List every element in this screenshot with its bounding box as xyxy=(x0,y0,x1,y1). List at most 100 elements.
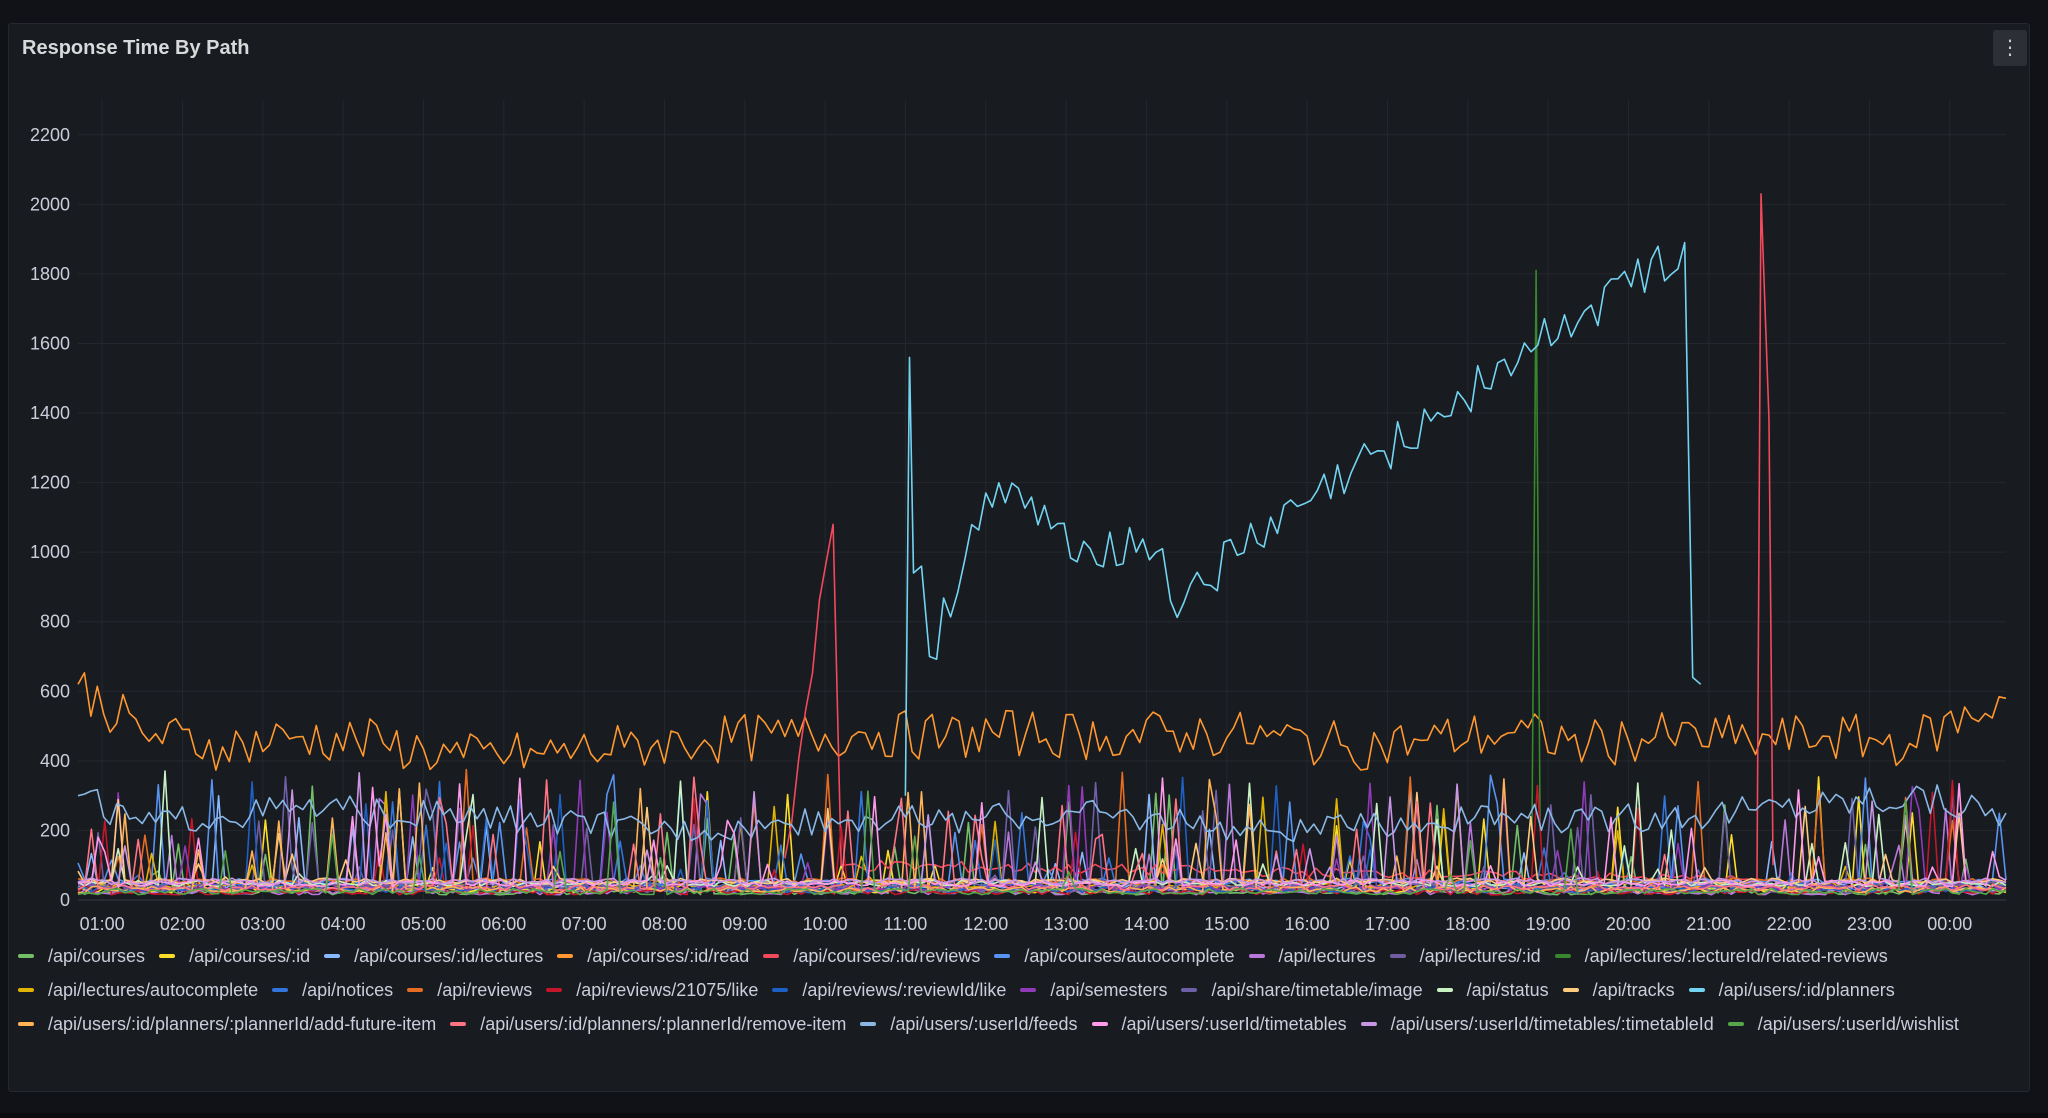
y-tick-label: 600 xyxy=(40,681,70,701)
legend-label: /api/courses/:id/reviews xyxy=(793,945,981,966)
legend-swatch xyxy=(1727,1022,1744,1026)
legend-label: /api/lectures/:id xyxy=(1419,945,1541,966)
series-line xyxy=(77,778,2007,894)
legend-item[interactable]: /api/tracks xyxy=(1562,976,1675,1004)
legend-swatch xyxy=(860,1022,877,1026)
legend-label: /api/tracks xyxy=(1592,979,1675,1000)
legend-label: /api/users/:id/planners/:plannerId/add-f… xyxy=(48,1013,437,1034)
legend-swatch xyxy=(994,954,1011,958)
x-tick-label: 06:00 xyxy=(481,914,526,934)
y-tick-label: 1400 xyxy=(30,403,70,423)
series-line xyxy=(77,784,2007,843)
panel-title: Response Time By Path xyxy=(22,37,250,59)
legend-item[interactable]: /api/courses/:id/reviews xyxy=(763,942,980,970)
kebab-menu-icon[interactable]: ⋮ xyxy=(1993,30,2027,66)
legend-swatch xyxy=(450,1022,467,1026)
x-tick-label: 04:00 xyxy=(321,914,366,934)
legend-swatch xyxy=(1020,988,1037,992)
y-tick-label: 200 xyxy=(40,820,70,840)
legend-label: /api/reviews/:reviewId/like xyxy=(802,979,1007,1000)
legend-label: /api/courses/:id/lectures xyxy=(354,945,544,966)
legend-label: /api/notices xyxy=(302,979,394,1000)
x-tick-label: 15:00 xyxy=(1204,914,1249,934)
x-tick-label: 03:00 xyxy=(240,914,285,934)
legend-label: /api/semesters xyxy=(1050,979,1168,1000)
legend-swatch xyxy=(18,954,34,958)
legend-swatch xyxy=(772,988,789,992)
legend-item[interactable]: /api/notices xyxy=(272,976,393,1004)
x-tick-label: 21:00 xyxy=(1686,914,1731,934)
legend-swatch xyxy=(1554,954,1571,958)
legend-label: /api/users/:id/planners xyxy=(1718,979,1895,1000)
legend-swatch xyxy=(763,954,780,958)
y-tick-label: 0 xyxy=(60,890,70,910)
legend-item[interactable]: /api/users/:userId/timetables xyxy=(1091,1010,1347,1038)
legend-label: /api/lectures xyxy=(1278,945,1376,966)
x-tick-label: 14:00 xyxy=(1124,914,1169,934)
legend-item[interactable]: /api/status xyxy=(1436,976,1549,1004)
legend-item[interactable]: /api/semesters xyxy=(1020,976,1167,1004)
y-tick-label: 2200 xyxy=(30,125,70,145)
x-tick-label: 09:00 xyxy=(722,914,767,934)
y-tick-label: 1000 xyxy=(30,542,70,562)
legend-swatch xyxy=(1091,1022,1108,1026)
legend-swatch xyxy=(407,988,424,992)
x-tick-label: 23:00 xyxy=(1847,914,1892,934)
legend-item[interactable]: /api/lectures/:lectureId/related-reviews xyxy=(1554,942,1888,970)
legend-swatch xyxy=(159,954,176,958)
x-tick-label: 07:00 xyxy=(562,914,607,934)
legend-label: /api/courses/:id/read xyxy=(587,945,750,966)
legend-item[interactable]: /api/lectures/:id xyxy=(1389,942,1541,970)
legend-item[interactable]: /api/users/:userId/timetables/:timetable… xyxy=(1360,1010,1714,1038)
legend-label: /api/users/:userId/timetables/:timetable… xyxy=(1390,1013,1714,1034)
legend-item[interactable]: /api/courses xyxy=(18,942,145,970)
legend-item[interactable]: /api/users/:id/planners/:plannerId/add-f… xyxy=(18,1010,436,1038)
x-tick-label: 02:00 xyxy=(160,914,205,934)
y-tick-label: 1200 xyxy=(30,473,70,493)
legend-item[interactable]: /api/courses/autocomplete xyxy=(994,942,1235,970)
legend-swatch xyxy=(1688,988,1705,992)
legend-item[interactable]: /api/courses/:id/lectures xyxy=(324,942,543,970)
x-tick-label: 13:00 xyxy=(1044,914,1089,934)
legend: /api/courses/api/courses/:id/api/courses… xyxy=(18,942,2008,1038)
legend-item[interactable]: /api/courses/:id/read xyxy=(557,942,749,970)
x-tick-label: 00:00 xyxy=(1927,914,1972,934)
legend-item[interactable]: /api/users/:userId/wishlist xyxy=(1727,1010,1959,1038)
legend-item[interactable]: /api/courses/:id xyxy=(159,942,310,970)
x-tick-label: 20:00 xyxy=(1606,914,1651,934)
series-line xyxy=(77,790,2007,896)
legend-label: /api/courses/:id xyxy=(189,945,311,966)
legend-item[interactable]: /api/lectures/autocomplete xyxy=(18,976,258,1004)
legend-label: /api/users/:userId/wishlist xyxy=(1757,1013,1959,1034)
legend-label: /api/reviews/21075/like xyxy=(576,979,759,1000)
legend-item[interactable]: /api/reviews/:reviewId/like xyxy=(772,976,1006,1004)
legend-item[interactable]: /api/users/:userId/feeds xyxy=(860,1010,1078,1038)
x-tick-label: 19:00 xyxy=(1526,914,1571,934)
legend-item[interactable]: /api/users/:id/planners xyxy=(1688,976,1895,1004)
legend-item[interactable]: /api/lectures xyxy=(1248,942,1376,970)
series-line xyxy=(784,193,1774,883)
legend-swatch xyxy=(557,954,574,958)
legend-label: /api/users/:userId/timetables xyxy=(1121,1013,1347,1034)
series-line xyxy=(77,776,2007,894)
series-line xyxy=(904,241,1702,796)
series-line xyxy=(78,776,2007,894)
legend-label: /api/users/:id/planners/:plannerId/remov… xyxy=(480,1013,847,1034)
legend-item[interactable]: /api/reviews/21075/like xyxy=(546,976,758,1004)
y-tick-label: 1600 xyxy=(30,333,70,353)
x-tick-label: 18:00 xyxy=(1445,914,1490,934)
bottom-strip xyxy=(0,1113,2048,1118)
legend-swatch xyxy=(272,988,289,992)
legend-swatch xyxy=(1360,1022,1377,1026)
legend-swatch xyxy=(1562,988,1579,992)
legend-item[interactable]: /api/users/:id/planners/:plannerId/remov… xyxy=(450,1010,846,1038)
legend-swatch xyxy=(546,988,563,992)
panel: Response Time By Path ⋮ xyxy=(8,23,2030,1092)
x-tick-label: 10:00 xyxy=(803,914,848,934)
legend-item[interactable]: /api/share/timetable/image xyxy=(1181,976,1423,1004)
series-line xyxy=(77,777,2007,888)
y-tick-label: 2000 xyxy=(30,194,70,214)
legend-item[interactable]: /api/reviews xyxy=(407,976,532,1004)
legend-label: /api/status xyxy=(1466,979,1549,1000)
